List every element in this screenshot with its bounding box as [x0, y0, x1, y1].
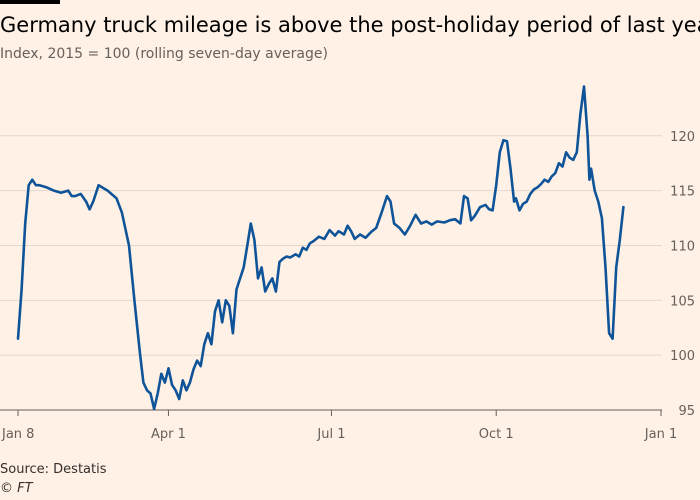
brand-bar	[0, 0, 60, 4]
y-tick-label: 95	[678, 404, 695, 419]
y-tick-label: 120	[670, 130, 695, 145]
source-note: Source: Destatis	[0, 462, 107, 477]
x-tick-label: Apr 1	[151, 427, 186, 442]
y-tick-labels: 95 100 105 110 115 120	[670, 130, 695, 419]
y-gridlines	[0, 135, 662, 356]
x-tick-label: Jul 1	[316, 427, 345, 442]
y-tick-label: 115	[670, 185, 695, 200]
copyright-note: © FT	[0, 481, 33, 496]
x-tick-label: Jan 8	[1, 427, 34, 442]
y-tick-label: 100	[670, 349, 695, 364]
x-tick-label: Jan 1	[644, 427, 677, 442]
y-tick-label: 105	[670, 294, 695, 309]
chart-subtitle: Index, 2015 = 100 (rolling seven-day ave…	[0, 46, 328, 62]
chart-title: Germany truck mileage is above the post-…	[0, 13, 700, 37]
x-ticks	[17, 410, 662, 416]
x-tick-label: Oct 1	[479, 427, 514, 442]
series-line	[16, 85, 625, 411]
x-tick-labels: Jan 8 Apr 1 Jul 1 Oct 1 Jan 1	[1, 427, 677, 442]
y-tick-label: 110	[670, 239, 695, 254]
